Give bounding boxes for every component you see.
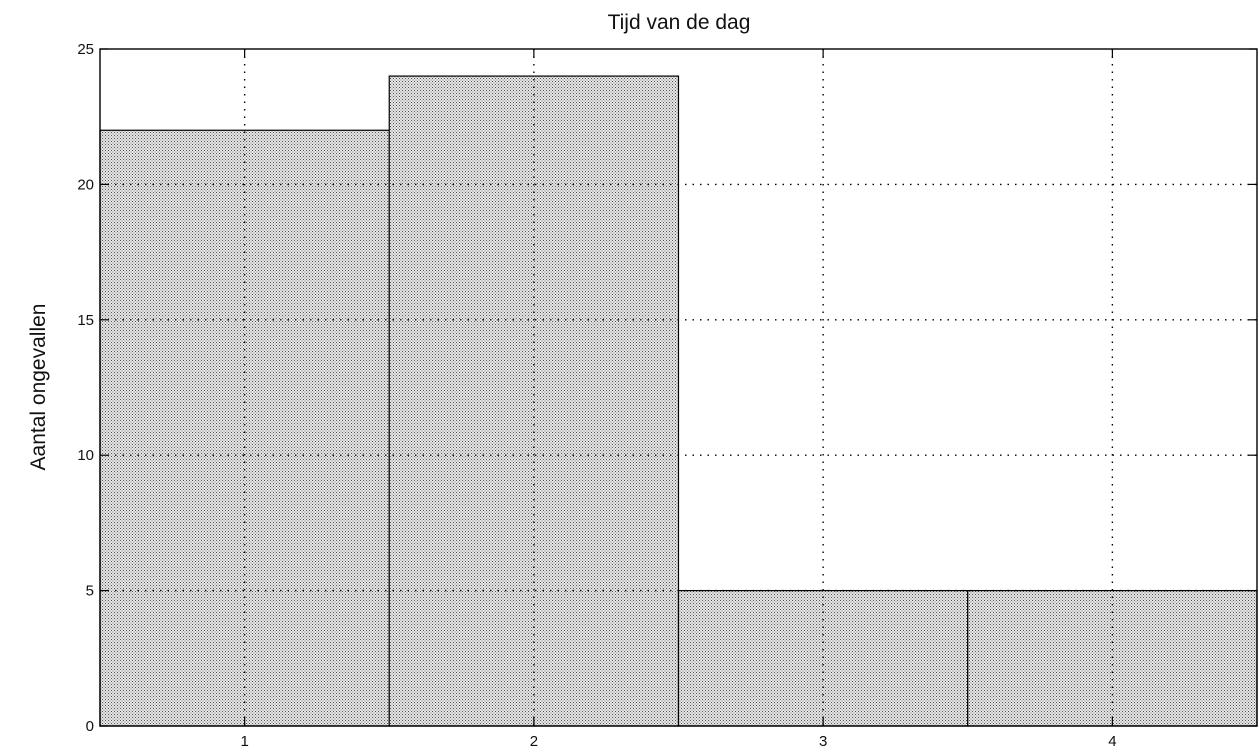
y-tick-label: 0 — [86, 718, 94, 735]
bar-2 — [388, 75, 680, 727]
y-tick-label: 10 — [77, 447, 94, 464]
bar-1 — [99, 129, 390, 727]
plot-frame — [99, 48, 1258, 727]
y-tick-label: 25 — [77, 41, 94, 58]
y-tick-label: 20 — [77, 176, 94, 193]
x-tick-label: 2 — [530, 733, 538, 750]
bar-3 — [677, 589, 969, 727]
chart-title: Tijd van de dag — [608, 11, 751, 34]
bar-4 — [967, 589, 1258, 727]
x-tick-label: 1 — [240, 733, 248, 750]
x-ticks: 1 2 3 4 — [240, 49, 1117, 750]
x-tick-label: 3 — [819, 733, 827, 750]
y-axis-label: Aantal ongevallen — [27, 304, 50, 471]
axes — [99, 48, 1258, 727]
y-tick-label: 5 — [86, 583, 94, 600]
bars — [99, 75, 1258, 727]
y-ticks: 0 5 10 15 20 25 — [77, 41, 1257, 735]
y-tick-label: 15 — [77, 312, 94, 329]
grid-lines — [100, 49, 1257, 726]
x-tick-label: 4 — [1108, 733, 1116, 750]
